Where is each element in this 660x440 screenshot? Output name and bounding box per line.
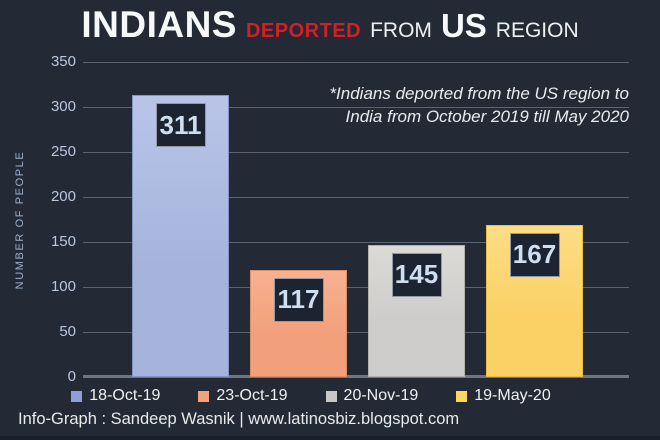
gridline: [83, 152, 629, 153]
gridline: [83, 197, 629, 198]
y-tick-label: 0: [67, 368, 76, 385]
data-label-value: 145: [394, 259, 439, 289]
legend-swatch-icon: [456, 390, 468, 402]
title-word-region: REGION: [495, 19, 579, 42]
legend-label: 23-Oct-19: [216, 387, 288, 404]
legend: 18-Oct-19 23-Oct-19 20-Nov-19 19-May-20: [0, 387, 622, 405]
data-label: 167: [509, 232, 560, 277]
bar-18-Oct-19: 311: [132, 95, 229, 377]
gridline: [83, 287, 629, 288]
legend-label: 18-Oct-19: [89, 387, 161, 404]
data-label-value: 117: [277, 284, 320, 315]
legend-item-23-Oct-19: 23-Oct-19: [198, 387, 288, 405]
y-tick-label: 300: [50, 98, 76, 115]
title-word-us: US: [440, 7, 487, 44]
legend-item-20-Nov-19: 20-Nov-19: [325, 387, 419, 405]
plot-area: 311 117 145 167: [83, 62, 629, 378]
y-tick-label: 350: [50, 53, 76, 70]
gridline: [83, 107, 629, 108]
data-label: 145: [391, 252, 442, 297]
bar-20-Nov-19: 145: [368, 244, 465, 377]
legend-swatch-icon: [198, 390, 210, 402]
title-word-deported: DEPORTED: [245, 20, 362, 42]
gridline: [83, 242, 629, 243]
data-label-value: 311: [159, 109, 202, 140]
annotation-line-2: India from October 2019 till May 2020: [345, 107, 629, 126]
y-tick-label: 150: [50, 233, 76, 250]
y-tick-label: 100: [50, 278, 76, 295]
bar-19-May-20: 167: [486, 224, 583, 377]
bottom-edge-strip: [0, 436, 660, 440]
legend-swatch-icon: [325, 390, 337, 402]
gridline: [83, 332, 629, 333]
y-axis-title: NUMBER OF PEOPLE: [14, 150, 26, 290]
y-tick-label: 50: [59, 323, 76, 340]
legend-item-18-Oct-19: 18-Oct-19: [71, 387, 160, 405]
legend-label: 20-Nov-19: [343, 387, 419, 404]
annotation-line-1: *Indians deported from the US region to: [329, 84, 629, 103]
legend-swatch-icon: [71, 390, 83, 402]
chart-title: INDIANS DEPORTED FROM US REGION: [0, 4, 660, 48]
title-word-indians: INDIANS: [81, 4, 237, 45]
data-label: 311: [155, 103, 206, 148]
gridline: [83, 62, 629, 63]
x-axis-line: [83, 375, 629, 378]
footer-credit: Info-Graph : Sandeep Wasnik | www.latino…: [18, 410, 460, 428]
bar-23-Oct-19: 117: [250, 269, 347, 377]
legend-item-19-May-20: 19-May-20: [456, 387, 551, 405]
data-label: 117: [273, 277, 324, 322]
y-tick-label: 250: [50, 143, 76, 160]
data-label-value: 167: [512, 239, 557, 270]
title-word-from: FROM: [370, 19, 432, 42]
legend-label: 19-May-20: [474, 387, 551, 404]
y-tick-label: 200: [50, 188, 76, 205]
annotation-note: *Indians deported from the US region to …: [329, 82, 629, 128]
